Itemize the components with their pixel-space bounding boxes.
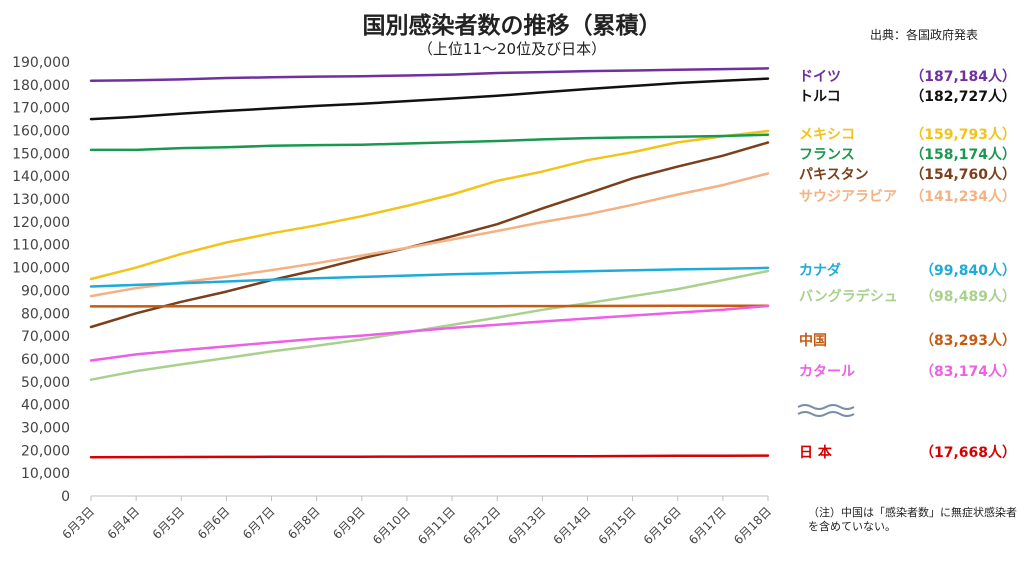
legend-value: （83,174人） [920, 363, 1016, 380]
series-line [89, 172, 770, 298]
legend-name: 中国 [799, 332, 827, 349]
y-tick-label: 170,000 [12, 101, 70, 117]
x-tick-label: 6月13日 [505, 504, 548, 547]
y-tick-label: 70,000 [21, 329, 70, 345]
chart-subtitle: （上位11～20位及び日本） [417, 40, 607, 58]
legend-value: （83,293人） [920, 332, 1016, 349]
series-line [89, 304, 770, 308]
series-line [89, 304, 770, 362]
series-line [89, 266, 770, 288]
legend-name: メキシコ [799, 127, 855, 143]
legend-value: （158,174人） [910, 146, 1016, 163]
series-line [89, 133, 770, 152]
x-tick-label: 6月18日 [731, 504, 774, 547]
y-tick-label: 80,000 [21, 306, 70, 322]
series-line [89, 129, 770, 281]
series-line [89, 454, 770, 459]
y-tick-label: 60,000 [21, 352, 70, 368]
y-tick-label: 40,000 [21, 398, 70, 414]
x-tick-label: 6月12日 [460, 504, 503, 547]
series-line [89, 141, 770, 329]
y-tick-label: 140,000 [12, 169, 70, 185]
legend-name: バングラデシュ [799, 288, 898, 305]
y-tick-label: 90,000 [21, 283, 70, 299]
y-tick-label: 180,000 [12, 78, 70, 94]
legend-name: フランス [799, 147, 855, 163]
legend-value: （182,727人） [910, 88, 1016, 105]
series-line [89, 67, 770, 82]
source-label: 出典：各国政府発表 [870, 28, 979, 42]
chart-title: 国別感染者数の推移（累積） [362, 13, 662, 39]
x-tick-label: 6月16日 [641, 504, 684, 547]
y-tick-label: 50,000 [21, 375, 70, 391]
legend-value: （141,234人） [910, 188, 1016, 205]
series-line [89, 269, 770, 381]
x-tick-label: 6月9日 [330, 504, 368, 542]
y-tick-label: 110,000 [12, 238, 70, 254]
axis-break-icon [797, 411, 855, 417]
legend-value: （17,668人） [920, 444, 1016, 461]
series-line [89, 77, 770, 121]
x-tick-label: 6月5日 [150, 504, 188, 542]
y-tick-label: 10,000 [21, 466, 70, 482]
legend-value: （159,793人） [910, 126, 1016, 143]
footnote: （注）中国は「感染者数」に無症状感染者を含めていない。 [808, 506, 1017, 533]
x-tick-label: 6月11日 [415, 504, 458, 547]
x-tick-label: 6月17日 [686, 504, 729, 547]
y-tick-label: 190,000 [12, 55, 70, 71]
legend-value: （187,184人） [910, 68, 1016, 85]
x-tick-label: 6月4日 [105, 504, 143, 542]
x-tick-label: 6月10日 [370, 504, 413, 547]
x-tick-label: 6月14日 [551, 504, 594, 547]
legend-name: カタール [799, 364, 855, 380]
legend-name: サウジアラビア [799, 189, 897, 205]
x-tick-label: 6月7日 [240, 504, 278, 542]
legend-name: 日 本 [799, 444, 833, 461]
y-tick-label: 130,000 [12, 192, 70, 208]
y-tick-label: 20,000 [21, 443, 70, 459]
y-tick-label: 30,000 [21, 420, 70, 436]
y-tick-label: 0 [61, 489, 70, 505]
legend-name: ドイツ [799, 69, 841, 85]
x-tick-label: 6月6日 [195, 504, 233, 542]
legend-value: （98,489人） [920, 288, 1016, 305]
x-tick-label: 6月3日 [59, 504, 97, 542]
x-tick-label: 6月15日 [596, 504, 639, 547]
legend-name: パキスタン [799, 167, 869, 183]
y-tick-label: 120,000 [12, 215, 70, 231]
y-tick-label: 150,000 [12, 146, 70, 162]
legend-name: カナダ [799, 262, 841, 279]
x-tick-label: 6月8日 [285, 504, 323, 542]
y-tick-label: 160,000 [12, 124, 70, 140]
y-tick-label: 100,000 [12, 261, 70, 277]
legend-value: （99,840人） [920, 262, 1016, 279]
legend-value: （154,760人） [910, 166, 1016, 183]
legend-name: トルコ [799, 89, 841, 105]
axis-break-icon [797, 404, 855, 410]
